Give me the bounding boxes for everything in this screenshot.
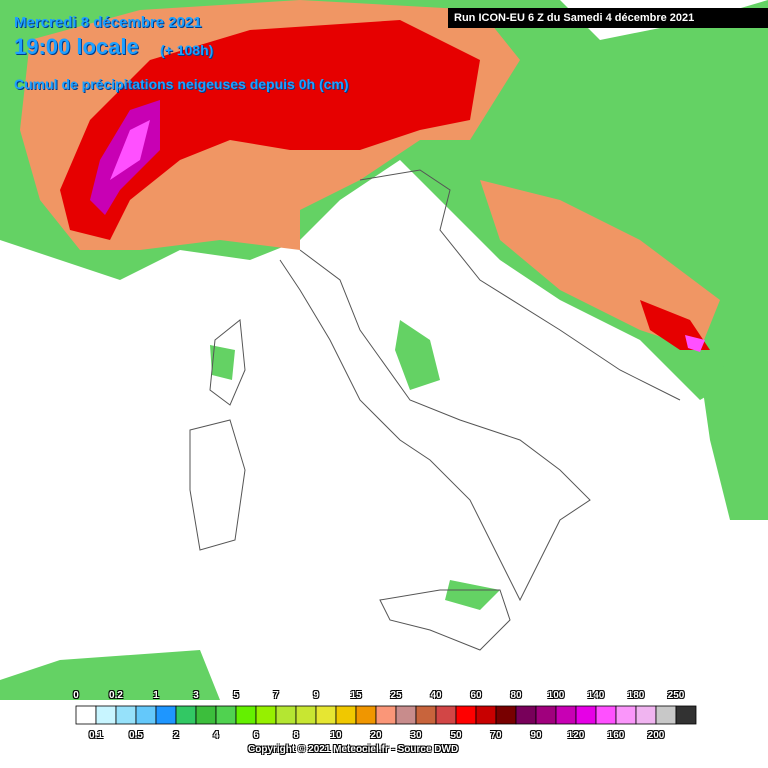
legend-swatch [295,705,317,725]
legend-swatch [555,705,577,725]
legend-label: 100 [547,690,565,701]
legend-label: 9 [313,690,319,701]
date: Mercredi 8 décembre 2021 [14,14,202,31]
legend-swatch [235,705,257,725]
legend-label: 10 [330,730,342,741]
legend-swatch [355,705,377,725]
product: Cumul de précipitations neigeuses depuis… [14,76,349,92]
legend-label: 140 [587,690,605,701]
legend-swatch [655,705,677,725]
copyright: Copyright © 2021 Meteociel.fr - Source D… [248,744,459,755]
legend-swatch [115,705,137,725]
sicily-coast [379,589,511,651]
legend-swatch [575,705,597,725]
legend-label: 20 [370,730,382,741]
legend-label: 7 [273,690,279,701]
legend-swatch [155,705,177,725]
legend-swatch [495,705,517,725]
legend-label: 15 [350,690,362,701]
legend-swatch [315,705,337,725]
legend-label: 0.2 [109,690,123,701]
legend-swatch [175,705,197,725]
legend-swatch [255,705,277,725]
legend-swatch [615,705,637,725]
legend-swatch [375,705,397,725]
legend-swatch [635,705,657,725]
legend-label: 1 [153,690,159,701]
legend-label: 0 [73,690,79,701]
legend-bar [75,705,697,725]
legend-label: 60 [470,690,482,701]
legend-label: 40 [430,690,442,701]
time: 19:00 locale [14,34,139,59]
legend-label: 90 [530,730,542,741]
snow-red [60,20,710,350]
legend-swatch [415,705,437,725]
legend-swatch [675,705,697,725]
legend-label: 200 [647,730,665,741]
legend-label: 5 [233,690,239,701]
legend-swatch [595,705,617,725]
legend-swatch [435,705,457,725]
legend-swatch [455,705,477,725]
legend-label: 180 [627,690,645,701]
legend-label: 250 [667,690,685,701]
sardinia-coast [189,419,246,551]
legend-swatch [395,705,417,725]
legend-label: 50 [450,730,462,741]
legend-label: 4 [213,730,219,741]
italy-coast [279,169,681,602]
coastlines [189,169,681,651]
legend-label: 70 [490,730,502,741]
legend-label: 0.5 [129,730,143,741]
lead-time: (+ 108h) [160,42,214,58]
legend-swatch [75,705,97,725]
corsica-coast [209,319,246,406]
legend-label: 3 [193,690,199,701]
legend-label: 80 [510,690,522,701]
legend-label: 25 [390,690,402,701]
legend-label: 120 [567,730,585,741]
legend-swatch [475,705,497,725]
legend-label: 2 [173,730,179,741]
legend-swatch [515,705,537,725]
run-info: Run ICON-EU 6 Z du Samedi 4 décembre 202… [448,8,768,28]
legend-label: 160 [607,730,625,741]
legend-swatch [135,705,157,725]
legend-swatch [335,705,357,725]
legend-swatch [95,705,117,725]
legend-label: 6 [253,730,259,741]
snow-green-south [0,320,768,700]
legend-label: 8 [293,730,299,741]
legend-swatch [535,705,557,725]
legend-swatch [195,705,217,725]
snow-fields [0,0,768,700]
legend-label: 0.1 [89,730,103,741]
legend-label: 30 [410,730,422,741]
legend-swatch [215,705,237,725]
legend-swatch [275,705,297,725]
